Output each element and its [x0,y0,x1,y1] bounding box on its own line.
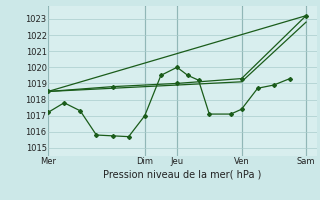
X-axis label: Pression niveau de la mer( hPa ): Pression niveau de la mer( hPa ) [103,169,261,179]
